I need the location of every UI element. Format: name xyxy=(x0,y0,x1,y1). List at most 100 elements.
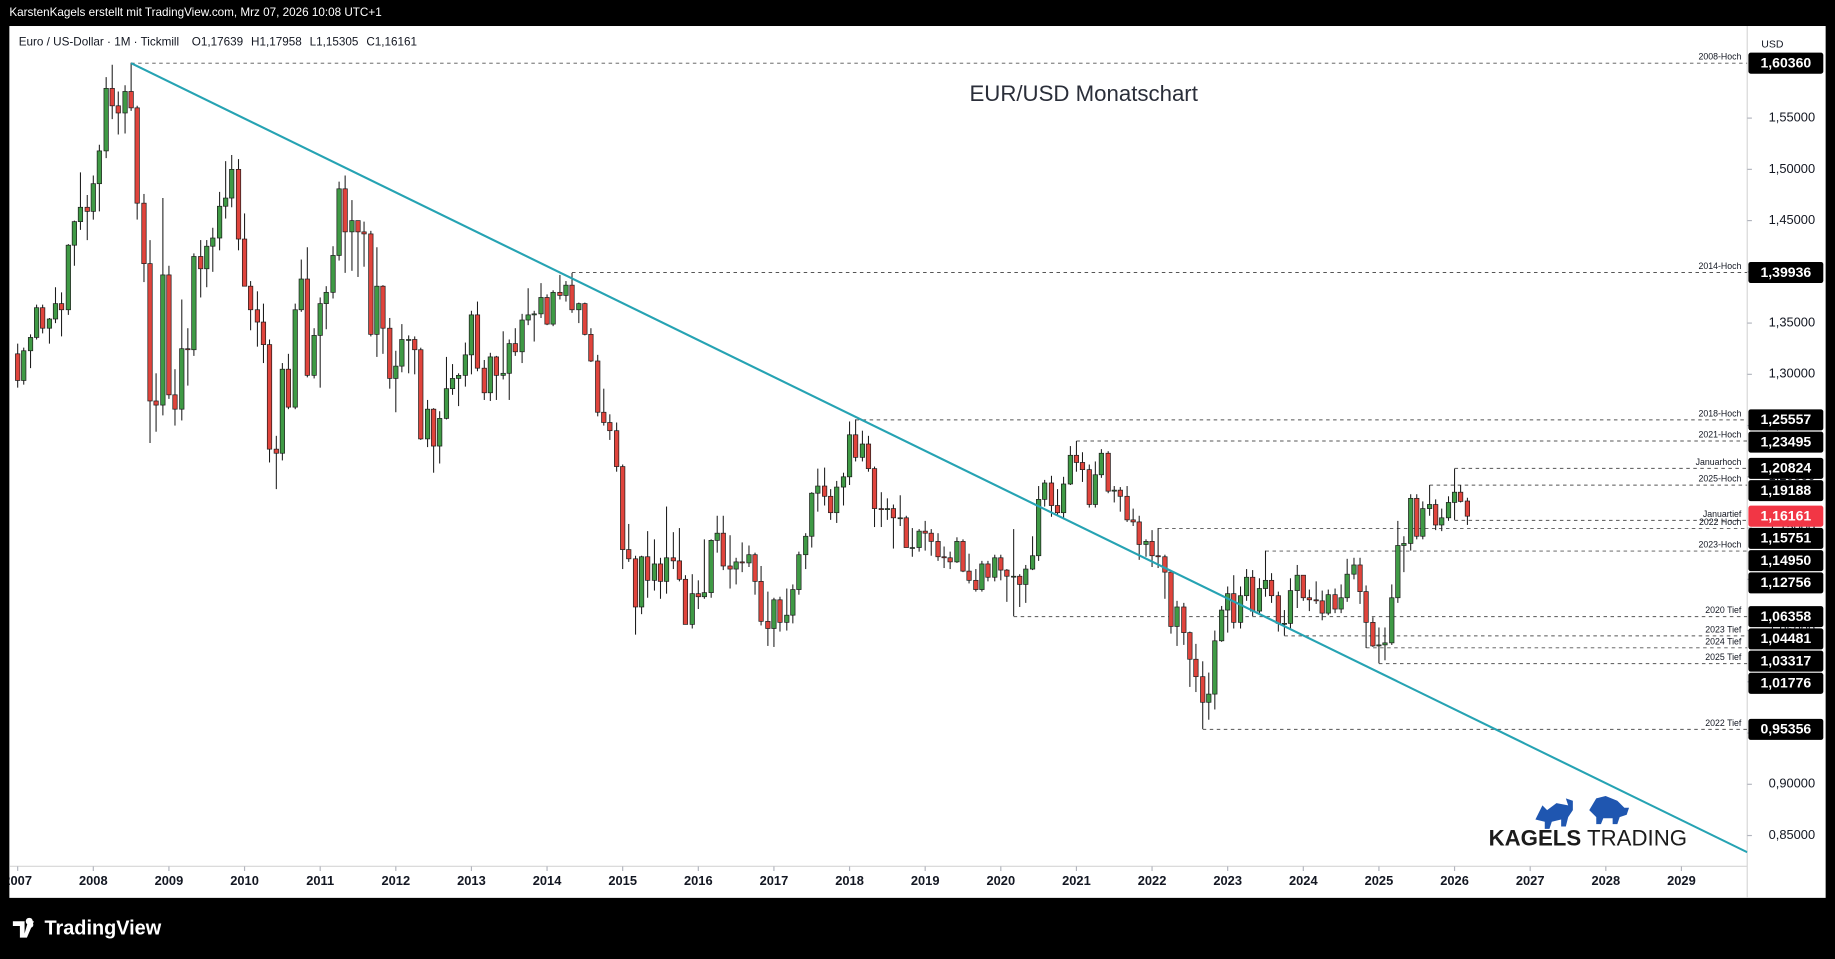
candle-body xyxy=(317,303,323,336)
candle-body xyxy=(916,530,922,548)
candle-body xyxy=(525,314,531,321)
candle-body xyxy=(1181,606,1187,633)
price-box xyxy=(1748,431,1824,453)
candle-body xyxy=(777,599,783,623)
candle-body xyxy=(1439,517,1445,526)
level-label: Januarhoch xyxy=(1696,457,1742,467)
price-box xyxy=(1748,606,1824,628)
candle-body xyxy=(342,188,348,233)
price-axis: 0,850000,900000,950001,000001,050001,100… xyxy=(1747,52,1824,842)
candle-body xyxy=(1206,693,1212,703)
candle-body xyxy=(576,303,582,311)
candle-body xyxy=(330,255,336,293)
candle-body xyxy=(71,221,77,246)
candle-body xyxy=(15,353,21,381)
candle-body xyxy=(380,285,386,329)
candle-body xyxy=(1420,508,1426,537)
candle-body xyxy=(790,589,796,616)
candle-body xyxy=(399,339,405,367)
candle-body xyxy=(657,563,664,582)
price-box-label: 0,95356 xyxy=(1760,721,1811,737)
price-box xyxy=(1748,718,1824,740)
candle-body xyxy=(474,314,481,369)
x-tick-label: 2009 xyxy=(155,873,184,888)
candle-body xyxy=(456,375,462,379)
plot xyxy=(15,62,1748,854)
candle-body xyxy=(285,368,291,408)
candle-body xyxy=(1029,555,1036,570)
header-text: KarstenKagels erstellt mit TradingView.c… xyxy=(9,6,381,19)
x-tick-label: 2014 xyxy=(533,873,562,888)
candle-body xyxy=(204,245,210,270)
candle-body xyxy=(1382,642,1388,646)
x-tick-label: 2018 xyxy=(835,873,864,888)
candle-body xyxy=(954,541,960,563)
candle-body xyxy=(217,205,223,239)
price-box xyxy=(1748,505,1824,527)
candle-body xyxy=(260,321,267,345)
candle-body xyxy=(1344,573,1350,599)
candle-body xyxy=(1149,541,1155,557)
candle-body xyxy=(103,88,109,152)
candle-body xyxy=(998,557,1004,571)
candle-body xyxy=(1067,454,1073,485)
candle-body xyxy=(1433,504,1439,526)
level-label: 2023-Hoch xyxy=(1698,540,1741,550)
candle-body xyxy=(1319,600,1325,614)
axis-unit: USD xyxy=(1761,39,1784,51)
x-tick-label: 2024 xyxy=(1289,873,1318,888)
candle-body xyxy=(1262,579,1269,589)
level-label: 2014-Hoch xyxy=(1698,261,1741,271)
candle-body xyxy=(1092,474,1098,505)
price-box xyxy=(1748,550,1824,572)
candle-body xyxy=(506,343,512,374)
y-tick-label: 1,55000 xyxy=(1769,110,1815,125)
candle-body xyxy=(141,202,147,264)
candle-body xyxy=(1219,609,1225,642)
candle-body xyxy=(890,508,896,519)
candle-body xyxy=(620,466,626,550)
candle-body xyxy=(550,291,556,325)
x-tick-label: 2016 xyxy=(684,873,713,888)
candle-body xyxy=(1275,595,1281,624)
price-box-label: 1,19188 xyxy=(1760,482,1811,498)
candle-body xyxy=(1174,606,1180,627)
trendline xyxy=(130,62,1748,854)
legend-value: 1,17639 xyxy=(201,35,243,48)
candle-body xyxy=(992,557,998,578)
x-tick-label: 2010 xyxy=(230,873,259,888)
candle-body xyxy=(639,556,645,608)
candle-body xyxy=(134,107,140,204)
candle-body xyxy=(1200,676,1206,703)
candle-body xyxy=(727,565,733,570)
candle-body xyxy=(1281,623,1287,625)
x-tick-label: 2023 xyxy=(1213,873,1242,888)
candle-body xyxy=(27,337,34,352)
candle-body xyxy=(966,570,972,581)
candle-body xyxy=(292,309,298,408)
price-box-label: 1,60360 xyxy=(1760,54,1811,70)
x-tick-label: 2007 xyxy=(3,873,32,888)
candle-body xyxy=(1357,564,1363,592)
price-box-label: 1,14950 xyxy=(1760,552,1811,568)
footer-brand: TradingView xyxy=(44,918,161,940)
candle-body xyxy=(424,408,431,440)
bear-icon xyxy=(1589,796,1630,825)
candle-body xyxy=(1268,579,1275,597)
candle-body xyxy=(449,378,456,390)
logo-bold: KAGELS xyxy=(1489,825,1582,850)
price-box xyxy=(1748,628,1824,650)
candle-body xyxy=(840,476,847,488)
candle-body xyxy=(462,354,468,376)
price-box xyxy=(1748,52,1824,74)
candle-body xyxy=(77,206,84,222)
candle-body xyxy=(1338,597,1344,610)
legend-key: C xyxy=(366,35,374,48)
candle-body xyxy=(689,593,695,625)
candle-body xyxy=(406,339,412,341)
candle-body xyxy=(733,561,739,570)
price-box-label: 1,04481 xyxy=(1760,630,1811,646)
candle-body xyxy=(1036,499,1042,557)
